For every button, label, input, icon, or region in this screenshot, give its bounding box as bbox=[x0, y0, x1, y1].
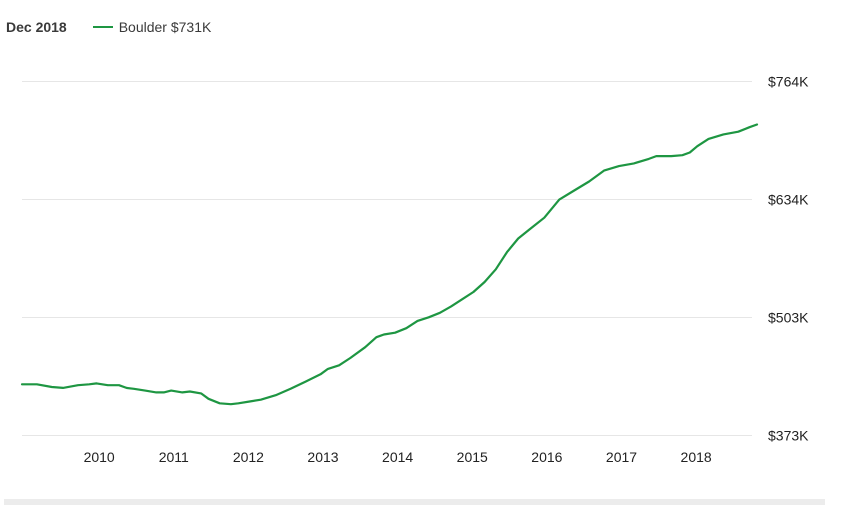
x-axis-tick-labels: 2010 2011 2012 2013 2014 2015 2016 2017 2018 bbox=[84, 449, 712, 465]
series-layer bbox=[20, 123, 759, 406]
bottom-scroll-bar[interactable] bbox=[4, 499, 825, 505]
y-axis-tick-labels: $764K $634K $503K $373K bbox=[768, 74, 809, 444]
y-tick-label: $764K bbox=[768, 74, 809, 90]
y-tick-label: $634K bbox=[768, 192, 809, 208]
period-label: Dec 2018 bbox=[6, 19, 67, 35]
y-tick-label: $373K bbox=[768, 428, 809, 444]
grid-lines bbox=[22, 81, 752, 436]
legend-label: Boulder $731K bbox=[118, 19, 212, 35]
chart-header: Dec 2018 Boulder $731K bbox=[6, 16, 211, 38]
legend-swatch bbox=[92, 26, 113, 28]
y-tick-label: $503K bbox=[768, 310, 809, 326]
x-tick-label: 2010 bbox=[84, 449, 115, 465]
series-line-0[interactable] bbox=[20, 123, 759, 406]
x-tick-label: 2018 bbox=[681, 449, 712, 465]
x-tick-label: 2016 bbox=[531, 449, 562, 465]
legend[interactable]: Boulder $731K bbox=[92, 19, 212, 35]
x-tick-label: 2015 bbox=[457, 449, 488, 465]
x-tick-label: 2014 bbox=[382, 449, 413, 465]
x-tick-label: 2012 bbox=[233, 449, 264, 465]
x-tick-label: 2013 bbox=[307, 449, 338, 465]
x-tick-label: 2017 bbox=[606, 449, 637, 465]
x-tick-label: 2011 bbox=[159, 449, 189, 465]
